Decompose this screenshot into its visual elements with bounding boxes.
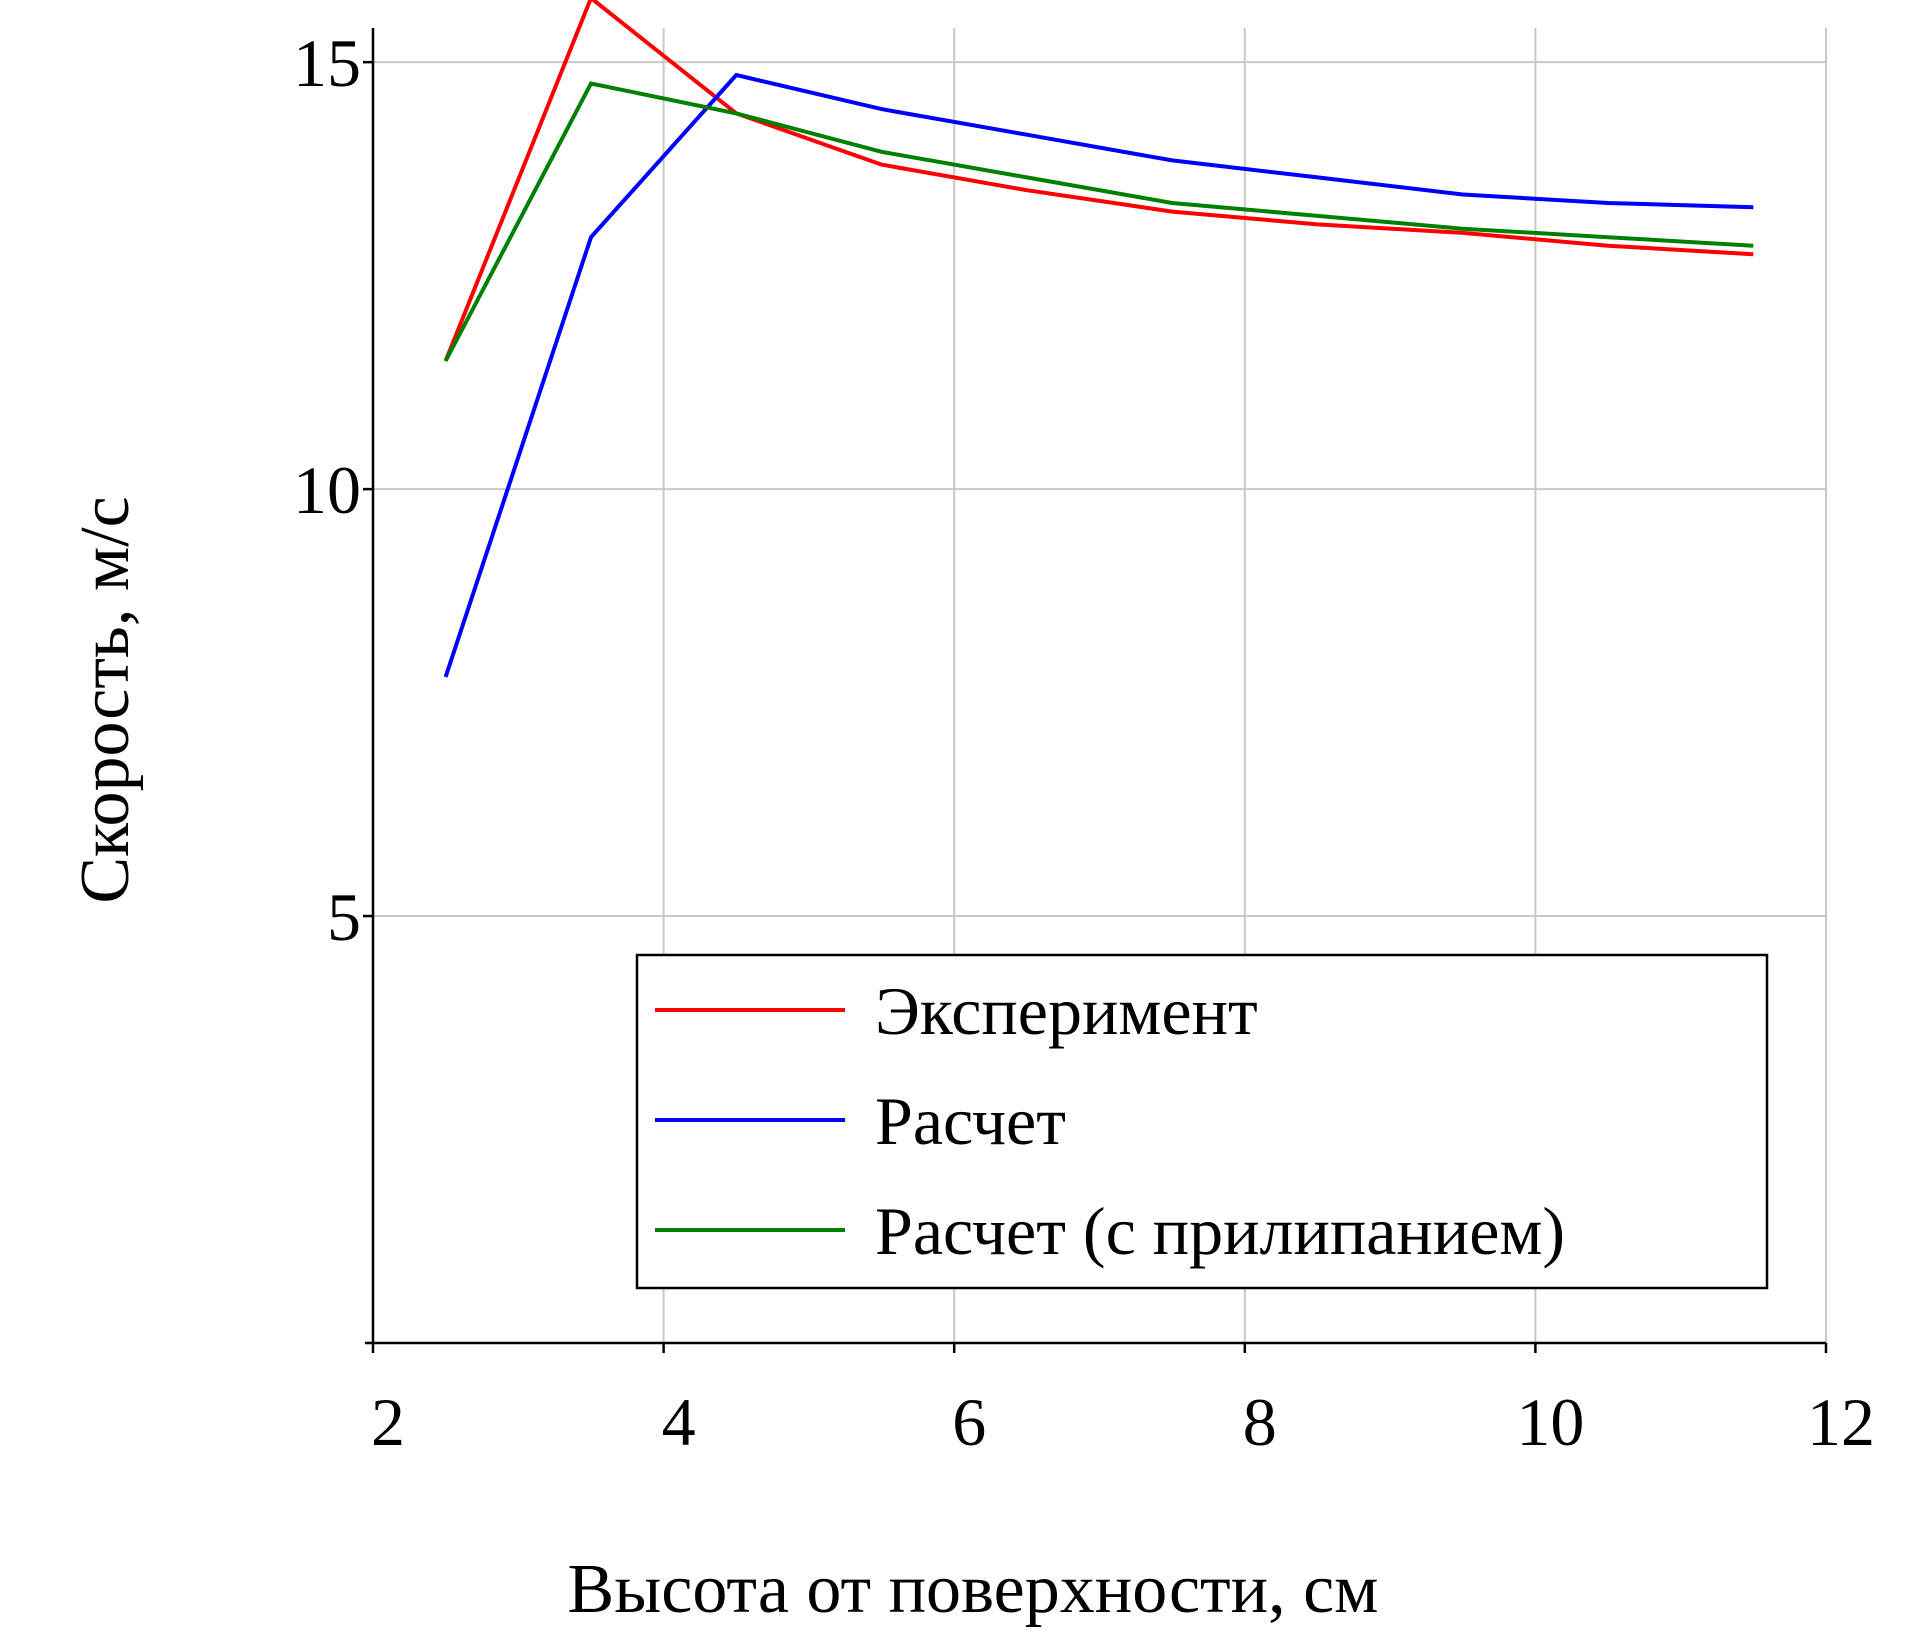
y-tick-label: 15 xyxy=(293,25,361,101)
x-tick-label: 4 xyxy=(662,1384,696,1460)
x-tick-label: 8 xyxy=(1243,1384,1277,1460)
series-lines xyxy=(443,0,1754,678)
y-tick-label: 5 xyxy=(327,879,361,955)
x-axis-title: Высота от поверхности, см xyxy=(568,1551,1379,1628)
series-line-1 xyxy=(443,0,1754,362)
x-tick-label: 6 xyxy=(952,1384,986,1460)
legend-label: Расчет xyxy=(875,1083,1066,1159)
axes: 2 4 6 8 10 12 5 10 15 xyxy=(293,25,1875,1460)
legend: Эксперимент Расчет Расчет (с прилипанием) xyxy=(635,953,1769,1290)
series-line-2 xyxy=(443,72,1754,678)
legend-label: Расчет (с прилипанием) xyxy=(875,1193,1565,1269)
gridlines xyxy=(373,28,1827,1343)
legend-label: Эксперимент xyxy=(875,973,1258,1049)
y-tick-label: 10 xyxy=(293,452,361,528)
x-tick-label: 12 xyxy=(1807,1384,1875,1460)
x-tick-label: 2 xyxy=(371,1384,405,1460)
y-axis-title: Скорость, м/с xyxy=(67,496,144,903)
series-line-3 xyxy=(443,81,1754,362)
x-tick-label: 10 xyxy=(1516,1384,1584,1460)
